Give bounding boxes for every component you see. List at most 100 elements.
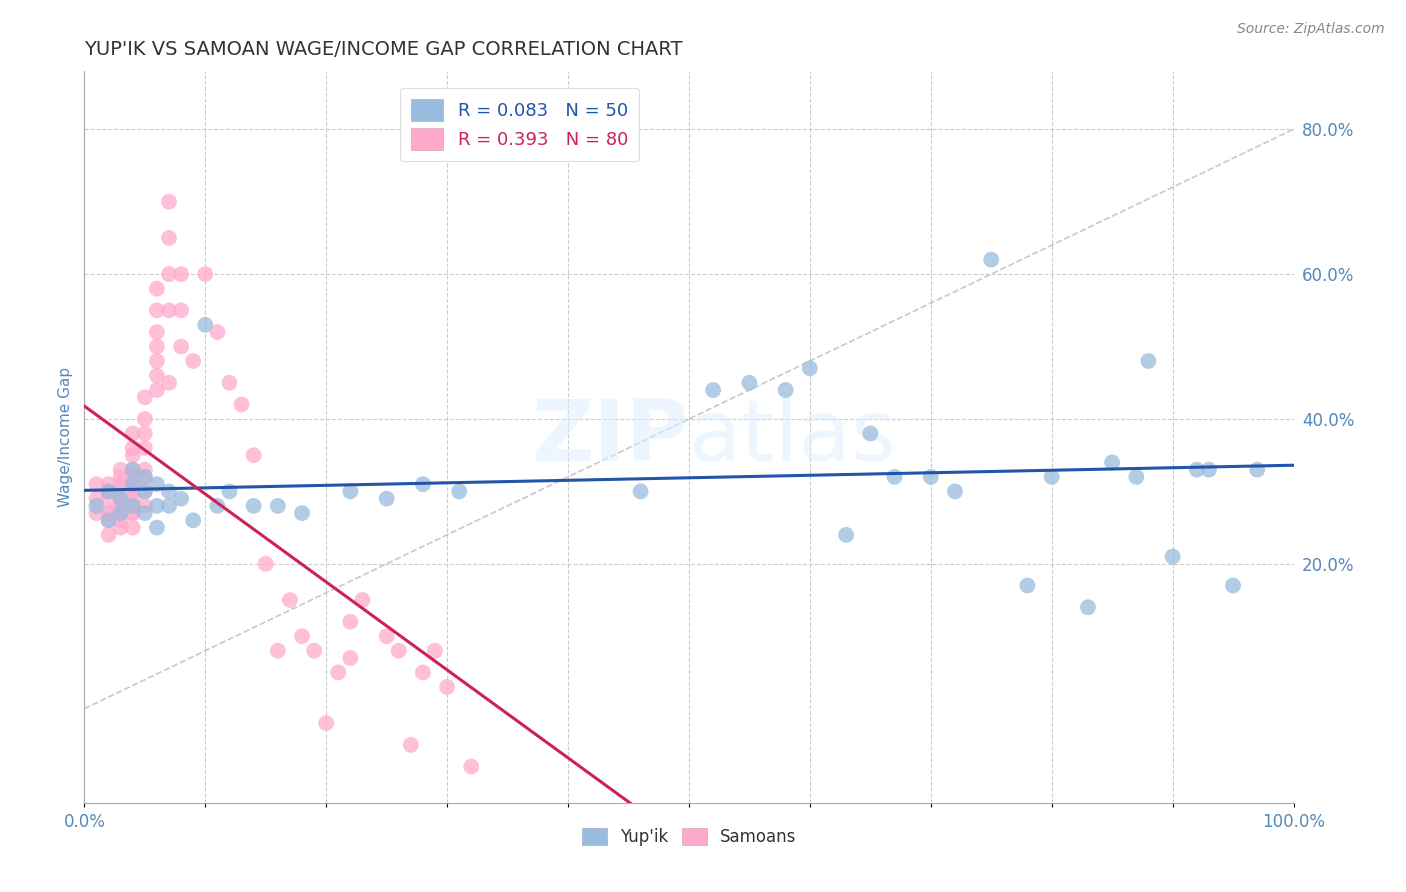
Legend: Yup'ik, Samoans: Yup'ik, Samoans xyxy=(575,822,803,853)
Point xyxy=(339,615,361,629)
Point xyxy=(375,629,398,643)
Point xyxy=(86,477,108,491)
Point xyxy=(194,318,217,332)
Point xyxy=(121,506,143,520)
Point xyxy=(110,470,132,484)
Point xyxy=(121,520,143,534)
Point xyxy=(254,557,277,571)
Point xyxy=(775,383,797,397)
Point xyxy=(97,506,120,520)
Point xyxy=(423,644,446,658)
Point xyxy=(181,513,204,527)
Point xyxy=(110,499,132,513)
Point xyxy=(1161,549,1184,564)
Point xyxy=(121,441,143,455)
Text: atlas: atlas xyxy=(689,395,897,479)
Point xyxy=(121,470,143,484)
Point xyxy=(1137,354,1160,368)
Point xyxy=(242,499,264,513)
Point xyxy=(375,491,398,506)
Point xyxy=(134,470,156,484)
Point xyxy=(97,513,120,527)
Point xyxy=(134,426,156,441)
Point xyxy=(134,390,156,404)
Point xyxy=(1246,463,1268,477)
Point xyxy=(859,426,882,441)
Point xyxy=(460,759,482,773)
Point xyxy=(412,665,434,680)
Point xyxy=(157,484,180,499)
Point xyxy=(194,267,217,281)
Point xyxy=(1077,600,1099,615)
Point xyxy=(121,426,143,441)
Point xyxy=(146,383,169,397)
Point xyxy=(157,194,180,209)
Point xyxy=(110,491,132,506)
Point xyxy=(302,644,325,658)
Point xyxy=(86,506,108,520)
Point xyxy=(134,441,156,455)
Point xyxy=(110,506,132,520)
Point xyxy=(134,412,156,426)
Point xyxy=(1198,463,1220,477)
Point xyxy=(339,651,361,665)
Point xyxy=(943,484,966,499)
Point xyxy=(146,477,169,491)
Point xyxy=(218,376,240,390)
Point xyxy=(1125,470,1147,484)
Point xyxy=(157,303,180,318)
Point xyxy=(1222,578,1244,592)
Point xyxy=(134,499,156,513)
Point xyxy=(242,448,264,462)
Point xyxy=(231,397,253,411)
Point xyxy=(97,477,120,491)
Point xyxy=(291,506,314,520)
Text: Source: ZipAtlas.com: Source: ZipAtlas.com xyxy=(1237,22,1385,37)
Point xyxy=(267,644,290,658)
Point xyxy=(121,463,143,477)
Point xyxy=(278,593,301,607)
Point xyxy=(920,470,942,484)
Point xyxy=(157,267,180,281)
Point xyxy=(110,506,132,520)
Point xyxy=(134,470,156,484)
Point xyxy=(97,513,120,527)
Point xyxy=(218,484,240,499)
Point xyxy=(146,520,169,534)
Point xyxy=(630,484,652,499)
Point xyxy=(883,470,905,484)
Point xyxy=(315,716,337,731)
Point xyxy=(110,484,132,499)
Point xyxy=(170,340,193,354)
Point xyxy=(146,282,169,296)
Point xyxy=(121,477,143,491)
Point xyxy=(97,506,120,520)
Point xyxy=(328,665,350,680)
Point xyxy=(121,491,143,506)
Point xyxy=(110,477,132,491)
Point xyxy=(110,463,132,477)
Y-axis label: Wage/Income Gap: Wage/Income Gap xyxy=(58,367,73,508)
Point xyxy=(134,484,156,499)
Point xyxy=(170,267,193,281)
Point xyxy=(1101,455,1123,469)
Point xyxy=(110,491,132,506)
Point xyxy=(121,448,143,462)
Point xyxy=(980,252,1002,267)
Point xyxy=(412,477,434,491)
Point xyxy=(146,499,169,513)
Point xyxy=(97,491,120,506)
Point xyxy=(121,484,143,499)
Point xyxy=(170,491,193,506)
Point xyxy=(157,231,180,245)
Point xyxy=(388,644,411,658)
Point xyxy=(207,325,229,339)
Point xyxy=(702,383,724,397)
Point xyxy=(121,499,143,513)
Point xyxy=(110,513,132,527)
Point xyxy=(1040,470,1063,484)
Text: ZIP: ZIP xyxy=(531,395,689,479)
Point xyxy=(291,629,314,643)
Point xyxy=(121,499,143,513)
Point xyxy=(121,477,143,491)
